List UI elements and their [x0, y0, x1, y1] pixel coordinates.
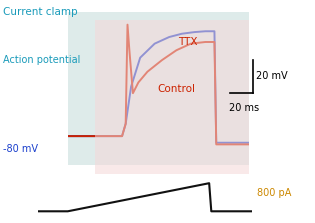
Text: TTX: TTX: [178, 37, 198, 47]
Text: 800 pA: 800 pA: [257, 188, 291, 198]
Text: 20 ms: 20 ms: [229, 103, 260, 113]
Text: Control: Control: [158, 84, 196, 94]
Text: 20 mV: 20 mV: [256, 71, 288, 81]
Text: -80 mV: -80 mV: [3, 145, 38, 154]
Text: Action potential: Action potential: [3, 55, 81, 65]
Text: Current clamp: Current clamp: [3, 7, 78, 17]
